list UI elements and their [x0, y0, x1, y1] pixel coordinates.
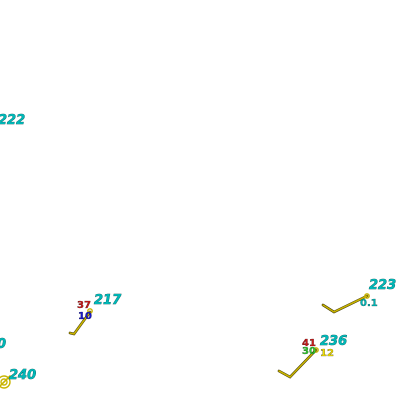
station-id-label: 222 — [0, 113, 25, 128]
station-217: 37 10 217 — [68, 293, 122, 336]
dewpoint-value: 30 — [302, 346, 316, 357]
wind-barb-icon — [278, 349, 317, 378]
station-223: 0.1 223 — [321, 278, 396, 314]
station-circle-inner-icon — [0, 378, 8, 386]
station-240: 240 — [0, 368, 36, 389]
station-236: 41 30 12 236 — [277, 334, 347, 379]
station-circle-icon — [364, 293, 370, 299]
station-222: 222 — [0, 113, 25, 129]
wind-barb-icon — [69, 311, 91, 335]
station-id-label: 217 — [94, 293, 122, 308]
station-id-label: 0 — [0, 337, 6, 352]
station-id-label: 236 — [320, 334, 347, 349]
wind-barb-icon — [0, 375, 11, 388]
station-id-label: 240 — [9, 368, 36, 383]
extra-value: 0.1 — [360, 298, 378, 309]
station-circle-icon — [313, 347, 319, 353]
temperature-value: 37 — [77, 300, 91, 311]
dewpoint-value: 10 — [78, 311, 92, 322]
station-circle-icon — [0, 375, 11, 389]
station-partial-left: 0 — [0, 337, 6, 353]
extra-value: 12 — [320, 348, 334, 359]
station-id-label: 223 — [369, 278, 396, 293]
wind-barb-icon — [322, 295, 368, 313]
station-circle-icon — [87, 308, 93, 314]
temperature-value: 41 — [302, 338, 316, 349]
